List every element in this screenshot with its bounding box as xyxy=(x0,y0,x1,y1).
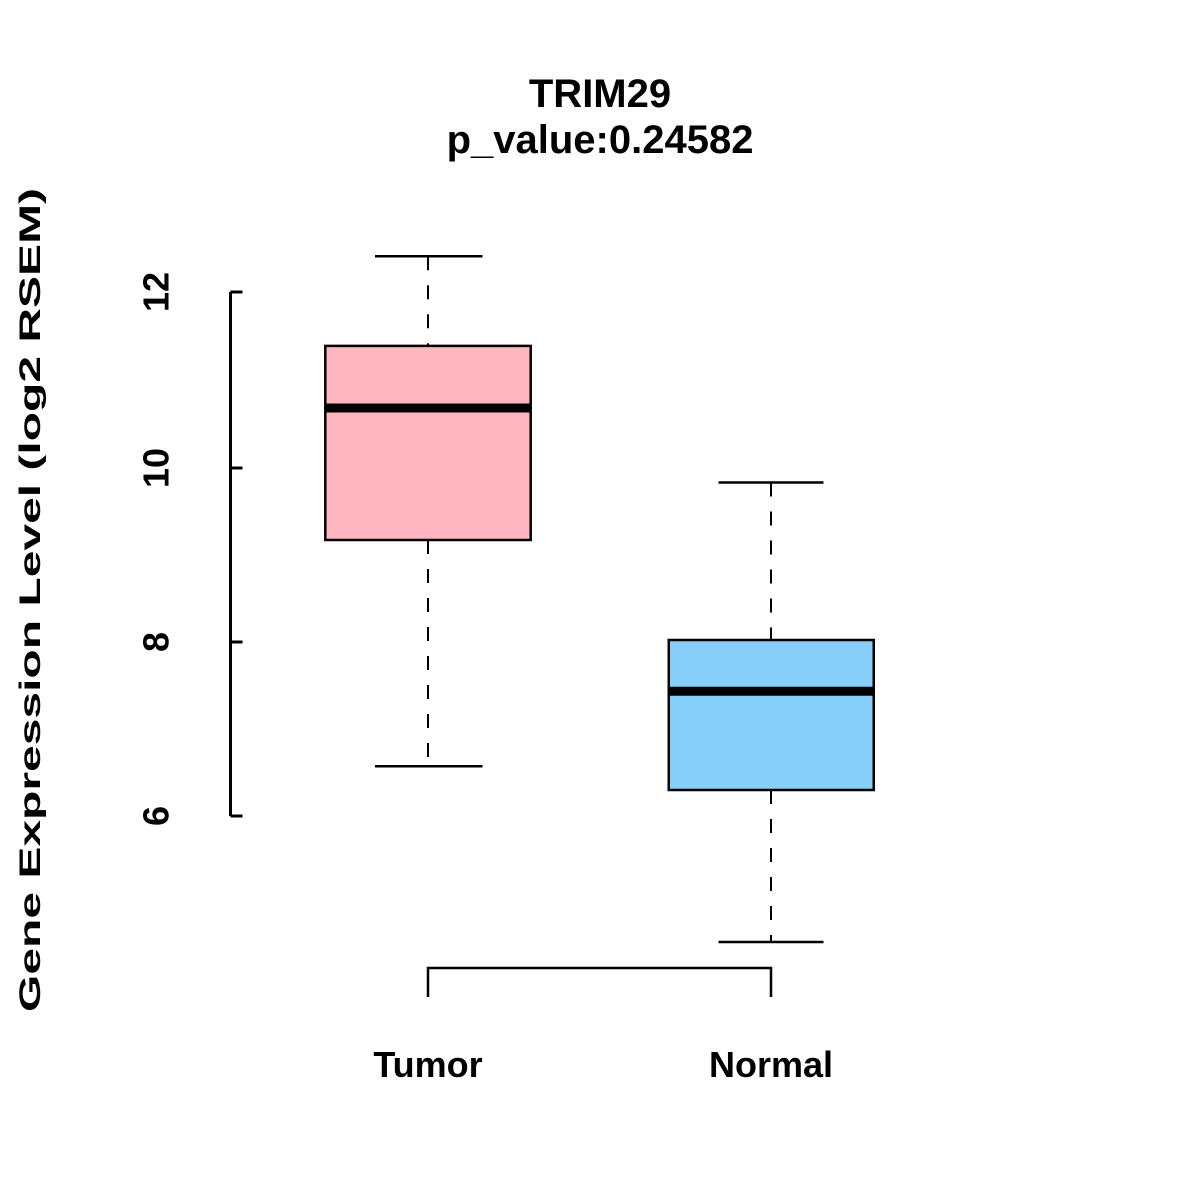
svg-text:10: 10 xyxy=(136,448,177,488)
svg-text:Gene Expression Level (log2 RS: Gene Expression Level (log2 RSEM) xyxy=(14,188,46,1012)
svg-text:TRIM29: TRIM29 xyxy=(529,72,671,116)
svg-text:Normal: Normal xyxy=(709,1044,833,1085)
svg-text:8: 8 xyxy=(136,632,177,652)
svg-text:Tumor: Tumor xyxy=(373,1044,482,1085)
svg-text:12: 12 xyxy=(136,272,177,312)
svg-text:6: 6 xyxy=(136,806,177,826)
svg-text:p_value:0.24582: p_value:0.24582 xyxy=(447,118,754,162)
